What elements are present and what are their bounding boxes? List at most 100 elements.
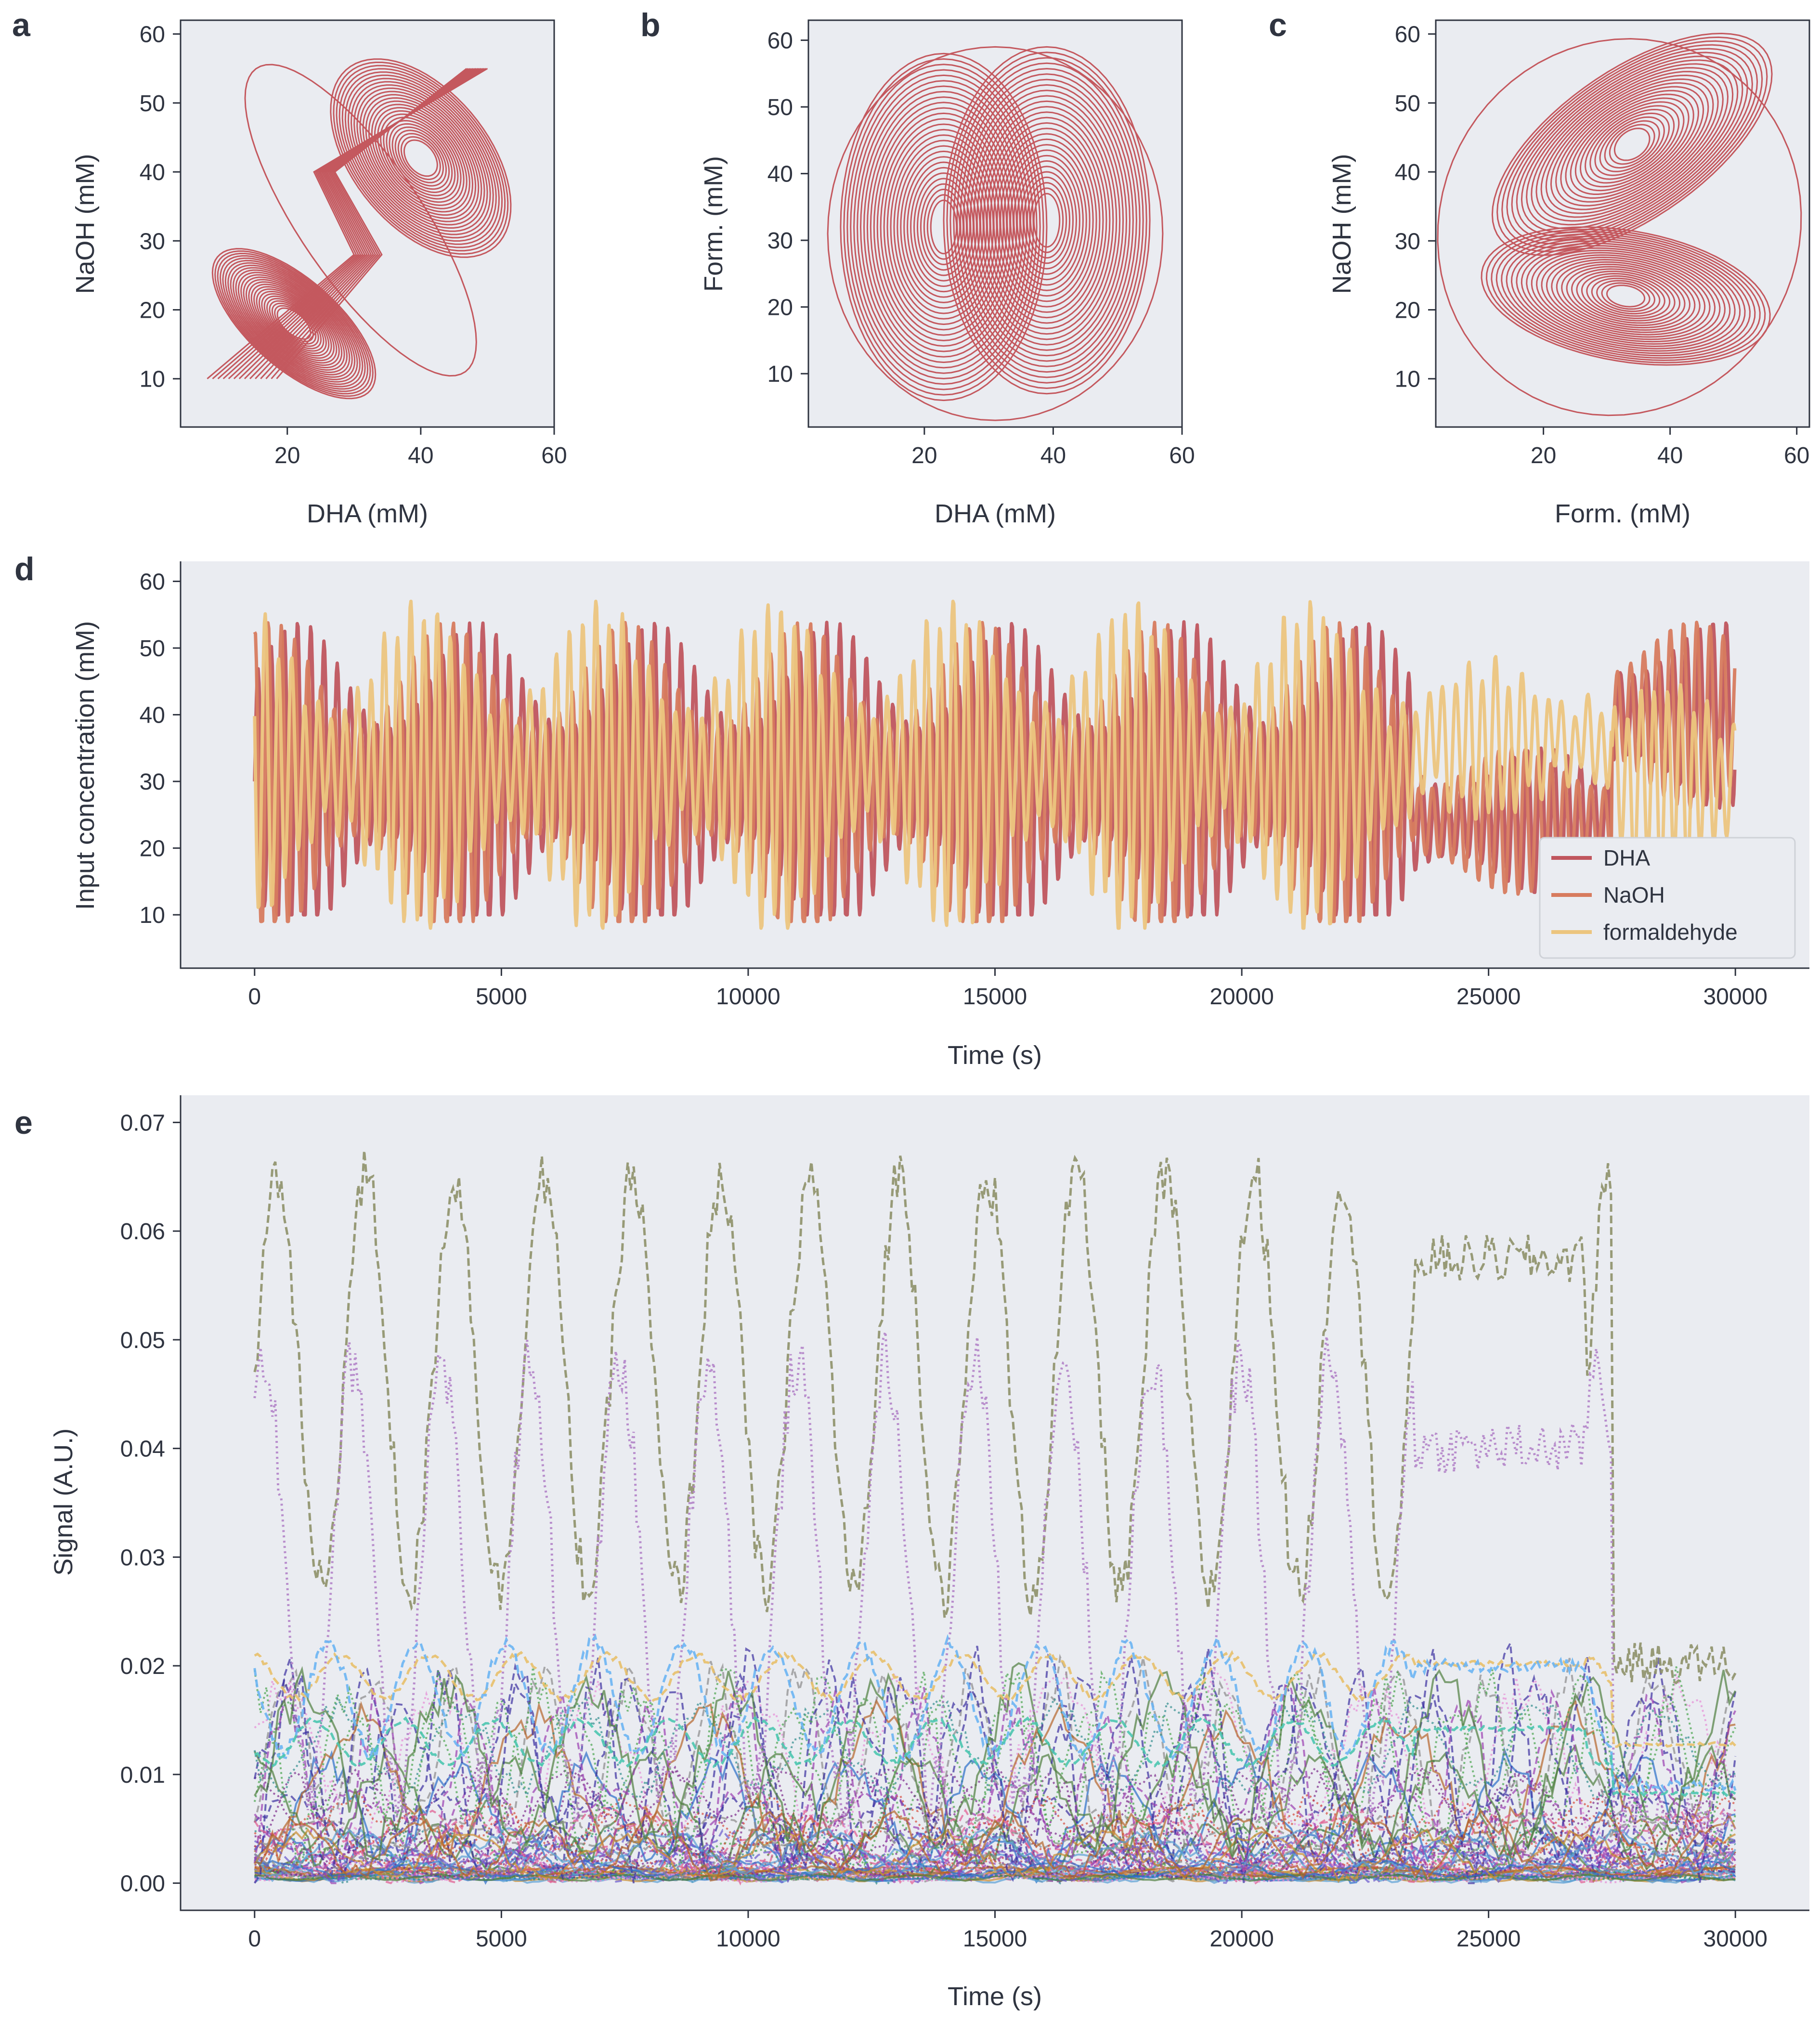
trajectory-loop-21	[1556, 261, 1696, 331]
panel-letter-d: d	[14, 551, 35, 587]
trajectory-bridge-13	[276, 68, 468, 379]
trajectory-loop-33	[235, 269, 353, 378]
trajectory-loop-44	[341, 71, 500, 245]
trajectory-loop-8	[394, 130, 447, 187]
trajectory-loop-53	[843, 58, 1044, 396]
trajectory-loop-19	[900, 150, 988, 303]
panel-letter-c: c	[1269, 7, 1287, 43]
plot-area-a	[181, 20, 554, 427]
trajectory-loop-53	[244, 64, 477, 377]
series-line-formaldehyde	[253, 599, 1737, 930]
trajectory-loop-33	[1526, 247, 1726, 345]
trajectory-loop-44	[1511, 48, 1753, 241]
y-tick-label: 40	[140, 703, 165, 728]
y-tick-label: 0.05	[120, 1328, 165, 1353]
trajectory-loop-36	[976, 100, 1118, 340]
signal-series-minor-43	[254, 1872, 1736, 1884]
y-tick-label: 0.00	[120, 1871, 165, 1897]
trajectory-loop-29	[1536, 252, 1716, 340]
y-tick-label: 50	[767, 95, 793, 120]
trajectory-loop-24	[1560, 86, 1704, 203]
x-tick-label: 30000	[1703, 984, 1767, 1010]
trajectory-loop-14	[1585, 105, 1680, 184]
trajectory-loop-46	[960, 73, 1134, 367]
y-tick-label: 0.04	[120, 1437, 165, 1462]
legend-label-formaldehyde: formaldehyde	[1603, 920, 1738, 945]
axes-spines-e	[180, 1095, 1809, 1911]
axes-frame-c	[1435, 19, 1810, 428]
trajectory-loop-2	[1613, 128, 1651, 161]
y-axis-label-d: Input concentration (mM)	[71, 621, 100, 910]
phase-trajectory-c	[1437, 32, 1802, 416]
trajectory-loop-4	[400, 136, 441, 181]
trajectory-loop-15	[1571, 268, 1681, 324]
trajectory-loop-34	[1535, 67, 1729, 222]
trajectory-loop-32	[983, 111, 1111, 329]
trajectory-loop-42	[966, 84, 1128, 357]
trajectory-loop-43	[222, 257, 366, 390]
signal-series-major-1	[253, 1331, 1736, 1842]
y-tick-label: 60	[1395, 22, 1420, 48]
trajectory-loop-40	[969, 90, 1124, 351]
x-tick-label: 20000	[1209, 1926, 1274, 1952]
trajectory-loop-39	[1510, 240, 1741, 352]
signal-series-minor-56	[254, 1808, 1737, 1883]
y-tick-label: 40	[767, 162, 793, 187]
y-axis-c: 10 20 30 40 50 60	[1395, 22, 1436, 392]
trajectory-loop-24	[371, 104, 470, 213]
y-tick-label: 30	[767, 228, 793, 254]
trajectory-loop-55	[840, 52, 1048, 402]
y-tick-label: 40	[140, 160, 165, 185]
trajectory-loop-35	[873, 107, 1014, 347]
trajectory-loop-49	[1485, 228, 1766, 363]
trajectory-loop-39	[227, 262, 361, 385]
y-tick-label: 60	[140, 22, 165, 48]
x-tick-label: 5000	[476, 1926, 527, 1952]
trajectory-loop-28	[989, 122, 1104, 319]
y-axis-label-b: Form. (mM)	[699, 156, 728, 292]
trajectory-loop-37	[230, 264, 358, 383]
signal-series-minor-53	[254, 1827, 1736, 1876]
trajectory-loop-23	[893, 140, 994, 314]
y-tick-label: 50	[140, 91, 165, 117]
trajectory-loop-41	[1506, 238, 1746, 354]
trajectory-loop-41	[863, 91, 1025, 363]
panel-letter-b: b	[640, 7, 661, 43]
trajectory-loop-52	[949, 57, 1144, 384]
signal-series-minor-39	[254, 1776, 1736, 1861]
trajectory-loop-26	[993, 128, 1101, 313]
signal-series-minor-55	[253, 1695, 1736, 1800]
trajectory-loop-41	[224, 259, 364, 388]
trajectory-loop-11	[1581, 272, 1671, 319]
signal-series-minor-48	[254, 1806, 1736, 1875]
y-axis-label-c: NaOH (mM)	[1327, 154, 1356, 294]
trajectory-loop-6	[1604, 120, 1660, 169]
y-tick-label: 0.03	[120, 1545, 165, 1570]
trajectory-loop-27	[886, 129, 1001, 325]
signal-series-minor-52	[254, 1811, 1736, 1855]
trajectory-loop-50	[1496, 36, 1768, 252]
trajectory-loop-19	[253, 286, 335, 362]
trajectory-loop-34	[356, 87, 485, 229]
trajectory-loop-49	[850, 69, 1038, 385]
trajectory-loop-22	[1565, 90, 1700, 199]
trajectory-loop-50	[333, 62, 509, 255]
x-tick-label: 15000	[963, 984, 1027, 1010]
y-tick-label: 0.02	[120, 1654, 165, 1679]
trajectory-loop-27	[243, 276, 345, 371]
panel-a: a 20 40 60 10 20 30 40 50 60 DHA (mM) NaOH (mM)	[12, 7, 567, 528]
signal-series-minor-44	[254, 1873, 1736, 1882]
signal-series-minor-50	[254, 1828, 1736, 1883]
trajectory-loop-45	[1495, 233, 1756, 359]
trajectory-loop-32	[1540, 71, 1724, 218]
y-axis-a: 10 20 30 40 50 60	[140, 22, 181, 392]
trajectory-loop-31	[237, 272, 351, 376]
trajectory-loop-22	[374, 107, 468, 209]
x-tick-label: 20000	[1209, 984, 1274, 1010]
signal-series-minor-26	[254, 1698, 1736, 1865]
signal-series-minor-59	[254, 1662, 1737, 1861]
trajectory-loop-53	[1437, 38, 1802, 416]
x-tick-label: 60	[541, 443, 567, 468]
trajectory-loop-23	[248, 281, 340, 366]
legend-d: DHA NaOH formaldehyde	[1539, 837, 1796, 959]
